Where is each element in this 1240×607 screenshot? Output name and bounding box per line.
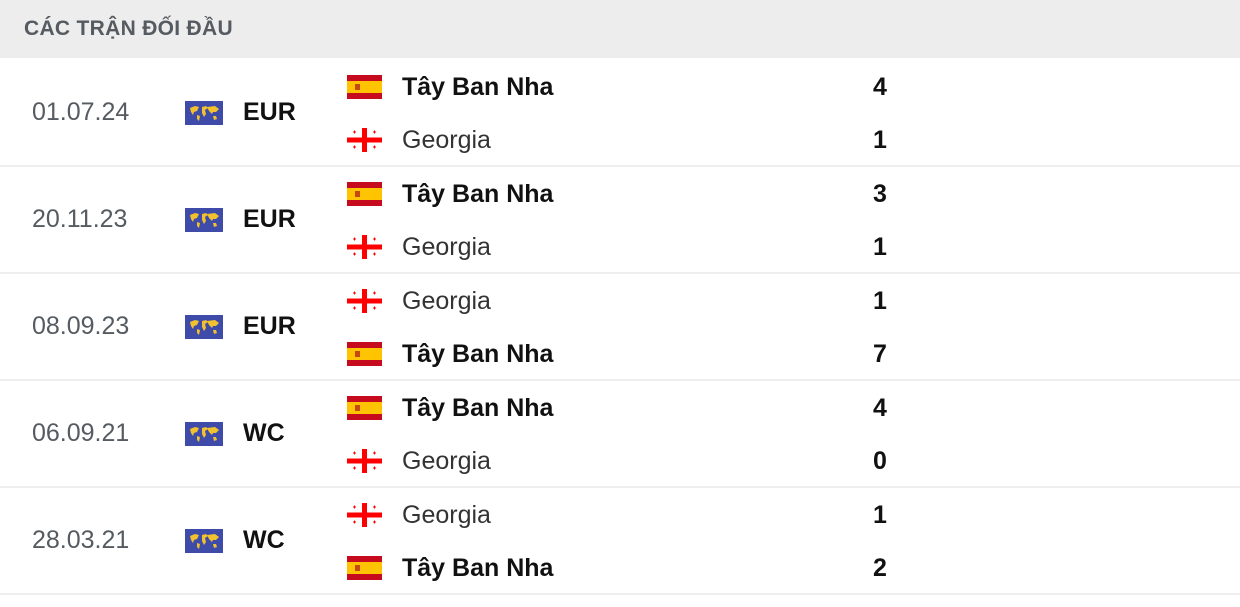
team-name: Georgia	[402, 232, 491, 261]
team-line: Tây Ban Nha 7	[347, 339, 907, 369]
match-row[interactable]: 20.11.23 EUR Tây Ban Nha 3 Georgia 1	[0, 167, 1240, 274]
team-name: Georgia	[402, 500, 491, 529]
team-name: Tây Ban Nha	[402, 393, 554, 422]
georgia-flag-icon	[347, 289, 382, 313]
spain-flag-icon	[347, 342, 382, 366]
team-name: Tây Ban Nha	[402, 339, 554, 368]
league-code: EUR	[243, 98, 296, 126]
section-title: CÁC TRẬN ĐỐI ĐẦU	[24, 17, 233, 40]
team-line: Georgia 1	[347, 125, 907, 155]
team-score: 4	[873, 393, 887, 422]
georgia-flag-icon	[347, 235, 382, 259]
spain-flag-icon	[347, 556, 382, 580]
spain-flag-icon	[347, 75, 382, 99]
spain-flag-icon	[347, 182, 382, 206]
team-score: 1	[873, 125, 887, 154]
team-name: Tây Ban Nha	[402, 179, 554, 208]
team-name: Tây Ban Nha	[402, 72, 554, 101]
georgia-flag-icon	[347, 128, 382, 152]
team-line: Georgia 1	[347, 232, 907, 262]
match-row[interactable]: 01.07.24 EUR Tây Ban Nha 4 Georgia 1	[0, 60, 1240, 167]
team-name: Georgia	[402, 446, 491, 475]
team-score: 4	[873, 72, 887, 101]
world-map-icon	[185, 208, 223, 232]
match-row[interactable]: 08.09.23 EUR Georgia 1 Tây Ban Nha 7	[0, 274, 1240, 381]
match-date: 28.03.21	[32, 526, 130, 554]
team-line: Tây Ban Nha 4	[347, 393, 907, 423]
spain-flag-icon	[347, 396, 382, 420]
team-line: Georgia 1	[347, 500, 907, 530]
match-list: 01.07.24 EUR Tây Ban Nha 4 Georgia 1 20.1…	[0, 60, 1240, 595]
world-map-icon	[185, 101, 223, 125]
world-map-icon	[185, 422, 223, 446]
team-line: Georgia 1	[347, 286, 907, 316]
team-name: Georgia	[402, 125, 491, 154]
match-row[interactable]: 06.09.21 WC Tây Ban Nha 4 Georgia 0	[0, 381, 1240, 488]
team-name: Tây Ban Nha	[402, 553, 554, 582]
georgia-flag-icon	[347, 449, 382, 473]
georgia-flag-icon	[347, 503, 382, 527]
world-map-icon	[185, 315, 223, 339]
team-score: 1	[873, 232, 887, 261]
team-score: 1	[873, 286, 887, 315]
team-line: Georgia 0	[347, 446, 907, 476]
match-date: 08.09.23	[32, 312, 130, 340]
match-date: 20.11.23	[32, 205, 128, 233]
team-line: Tây Ban Nha 4	[347, 72, 907, 102]
match-date: 01.07.24	[32, 98, 130, 126]
team-score: 7	[873, 339, 887, 368]
league-code: WC	[243, 526, 285, 554]
team-score: 1	[873, 500, 887, 529]
league-code: EUR	[243, 312, 296, 340]
team-line: Tây Ban Nha 3	[347, 179, 907, 209]
league-code: WC	[243, 419, 285, 447]
world-map-icon	[185, 529, 223, 553]
team-score: 3	[873, 179, 887, 208]
match-row[interactable]: 28.03.21 WC Georgia 1 Tây Ban Nha 2	[0, 488, 1240, 595]
league-code: EUR	[243, 205, 296, 233]
team-line: Tây Ban Nha 2	[347, 553, 907, 583]
team-score: 2	[873, 553, 887, 582]
section-header: CÁC TRẬN ĐỐI ĐẦU	[0, 0, 1240, 58]
match-date: 06.09.21	[32, 419, 130, 447]
team-score: 0	[873, 446, 887, 475]
team-name: Georgia	[402, 286, 491, 315]
